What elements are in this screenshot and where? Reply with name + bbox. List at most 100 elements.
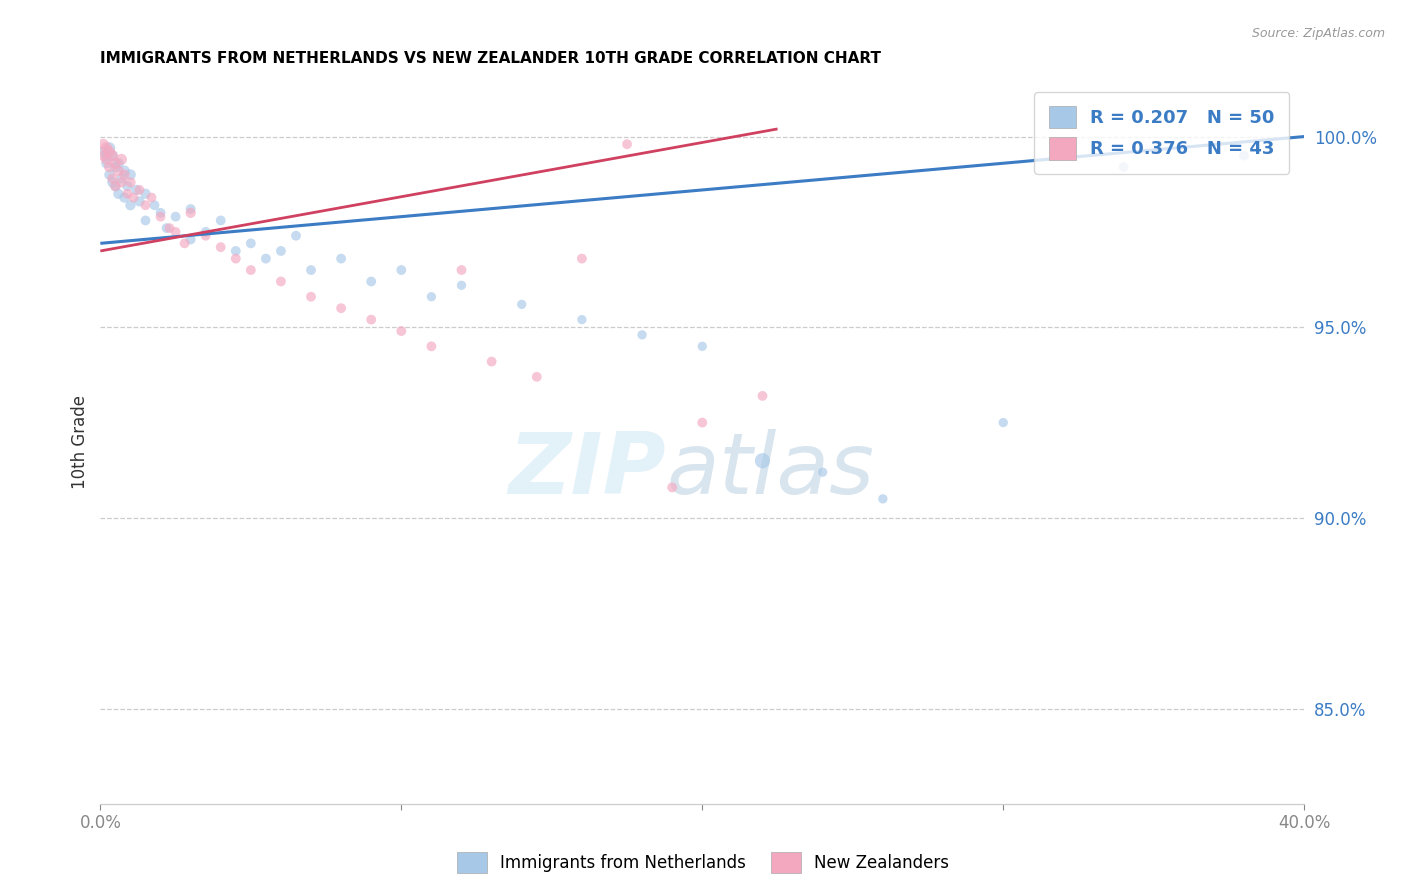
Point: [98, 160, 121, 174]
Point: [225, 252, 247, 266]
Text: atlas: atlas: [666, 429, 875, 512]
Point: [96, 148, 118, 162]
Point: [239, 263, 262, 277]
Point: [98, 168, 121, 182]
Point: [93, 137, 115, 152]
Point: [751, 454, 773, 468]
Point: [481, 354, 503, 368]
Point: [149, 210, 172, 224]
Point: [1112, 160, 1135, 174]
Point: [98, 145, 121, 159]
Point: [360, 275, 382, 289]
Point: [254, 252, 277, 266]
Point: [128, 183, 150, 197]
Point: [420, 290, 443, 304]
Point: [180, 233, 202, 247]
Point: [120, 198, 142, 212]
Point: [104, 179, 127, 194]
Point: [571, 252, 593, 266]
Point: [751, 389, 773, 403]
Point: [96, 141, 118, 155]
Point: [420, 339, 443, 353]
Point: [571, 312, 593, 326]
Point: [661, 480, 683, 494]
Point: [134, 198, 156, 212]
Point: [120, 175, 142, 189]
Point: [107, 156, 129, 170]
Point: [194, 225, 217, 239]
Point: [117, 179, 139, 194]
Y-axis label: 10th Grade: 10th Grade: [72, 394, 89, 489]
Point: [165, 225, 187, 239]
Text: Source: ZipAtlas.com: Source: ZipAtlas.com: [1251, 27, 1385, 40]
Point: [141, 190, 163, 204]
Point: [872, 491, 894, 506]
Point: [101, 148, 124, 162]
Point: [110, 153, 132, 167]
Point: [811, 465, 834, 479]
Text: IMMIGRANTS FROM NETHERLANDS VS NEW ZEALANDER 10TH GRADE CORRELATION CHART: IMMIGRANTS FROM NETHERLANDS VS NEW ZEALA…: [100, 51, 882, 66]
Point: [510, 297, 533, 311]
Point: [239, 236, 262, 251]
Point: [299, 290, 322, 304]
Point: [104, 160, 127, 174]
Point: [270, 244, 292, 258]
Point: [209, 240, 232, 254]
Point: [96, 156, 118, 170]
Point: [180, 206, 202, 220]
Point: [330, 301, 353, 315]
Point: [149, 206, 172, 220]
Point: [101, 175, 124, 189]
Point: [1233, 148, 1256, 162]
Point: [112, 190, 135, 204]
Point: [165, 210, 187, 224]
Point: [173, 236, 195, 251]
Point: [143, 198, 166, 212]
Point: [299, 263, 322, 277]
Point: [104, 156, 127, 170]
Legend: Immigrants from Netherlands, New Zealanders: Immigrants from Netherlands, New Zealand…: [450, 846, 956, 880]
Point: [389, 324, 412, 338]
Point: [270, 275, 292, 289]
Point: [993, 416, 1015, 430]
Text: ZIP: ZIP: [509, 429, 666, 512]
Point: [389, 263, 412, 277]
Point: [526, 369, 548, 384]
Point: [125, 183, 148, 197]
Point: [107, 164, 129, 178]
Point: [159, 221, 181, 235]
Point: [107, 186, 129, 201]
Point: [450, 263, 472, 277]
Point: [631, 327, 654, 342]
Point: [134, 186, 156, 201]
Point: [225, 244, 247, 258]
Point: [360, 312, 382, 326]
Point: [155, 221, 177, 235]
Point: [690, 339, 713, 353]
Point: [128, 194, 150, 209]
Point: [110, 171, 132, 186]
Point: [93, 145, 115, 159]
Point: [117, 186, 139, 201]
Point: [122, 190, 145, 204]
Point: [110, 175, 132, 189]
Point: [120, 168, 142, 182]
Legend: R = 0.207   N = 50, R = 0.376   N = 43: R = 0.207 N = 50, R = 0.376 N = 43: [1035, 92, 1289, 174]
Point: [180, 202, 202, 216]
Point: [209, 213, 232, 227]
Point: [112, 164, 135, 178]
Point: [690, 416, 713, 430]
Point: [194, 228, 217, 243]
Point: [93, 148, 115, 162]
Point: [450, 278, 472, 293]
Point: [96, 153, 118, 167]
Point: [101, 148, 124, 162]
Point: [616, 137, 638, 152]
Point: [101, 171, 124, 186]
Point: [134, 213, 156, 227]
Point: [98, 141, 121, 155]
Point: [330, 252, 353, 266]
Point: [285, 228, 308, 243]
Point: [104, 179, 127, 194]
Point: [112, 168, 135, 182]
